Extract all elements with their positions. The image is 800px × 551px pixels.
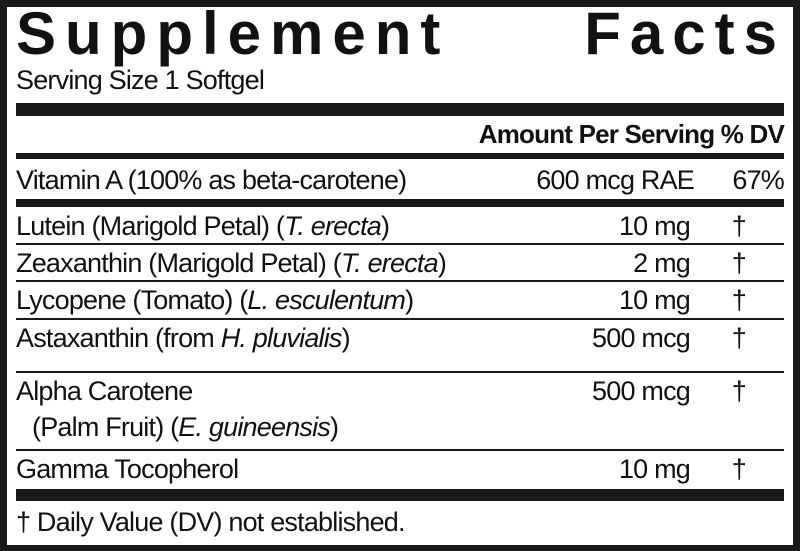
title-word-facts: Facts bbox=[584, 0, 786, 67]
label-title: Supplement Facts bbox=[16, 2, 786, 66]
title-word-supplement: Supplement bbox=[16, 0, 450, 67]
nutrient-name: Astaxanthin (from H. pluvialis) bbox=[16, 323, 351, 353]
nutrient-source: (Palm Fruit) (E. guineensis) bbox=[32, 412, 339, 442]
nutrient-dv: † bbox=[731, 376, 747, 406]
divider-thin bbox=[16, 280, 784, 282]
nutrient-name: Lutein (Marigold Petal) (T. erecta) bbox=[16, 211, 390, 241]
serving-size: Serving Size 1 Softgel bbox=[16, 65, 265, 95]
divider-thin bbox=[16, 243, 784, 245]
nutrient-amount: 500 mcg bbox=[592, 376, 691, 406]
footnote: † Daily Value (DV) not established. bbox=[16, 507, 406, 537]
nutrient-dv: † bbox=[731, 454, 747, 484]
nutrient-name: Alpha Carotene bbox=[16, 376, 193, 406]
nutrient-dv: † bbox=[731, 285, 747, 315]
nutrient-dv: † bbox=[731, 248, 747, 278]
nutrient-dv: 67% bbox=[732, 165, 784, 195]
divider-thick bbox=[16, 103, 784, 116]
divider-thick bbox=[16, 199, 784, 207]
nutrient-name: Lycopene (Tomato) (L. esculentum) bbox=[16, 285, 414, 315]
nutrient-dv: † bbox=[731, 323, 747, 353]
divider-thin bbox=[16, 371, 784, 373]
nutrient-row: Alpha Carotene (Palm Fruit) (E. guineens… bbox=[16, 373, 784, 447]
nutrient-name: Gamma Tocopherol bbox=[16, 454, 239, 484]
divider-thick bbox=[16, 489, 784, 501]
nutrient-dv: † bbox=[731, 211, 747, 241]
nutrient-amount: 10 mg bbox=[618, 285, 691, 315]
divider-medium bbox=[16, 153, 784, 159]
nutrient-amount: 500 mcg bbox=[592, 323, 691, 353]
nutrient-name: Vitamin A (100% as beta-carotene) bbox=[16, 165, 407, 195]
divider-thin bbox=[16, 449, 784, 451]
column-header: Amount Per Serving % DV bbox=[478, 118, 785, 150]
nutrient-name: Zeaxanthin (Marigold Petal) (T. erecta) bbox=[16, 248, 447, 278]
divider-thin bbox=[16, 318, 784, 320]
nutrient-amount: 10 mg bbox=[618, 211, 691, 241]
nutrient-amount: 10 mg bbox=[618, 454, 691, 484]
nutrient-amount: 600 mcg RAE bbox=[536, 165, 695, 195]
header-amount: Amount Per Serving bbox=[478, 119, 715, 149]
header-dv: % DV bbox=[720, 119, 785, 149]
nutrient-amount: 2 mg bbox=[633, 248, 691, 278]
